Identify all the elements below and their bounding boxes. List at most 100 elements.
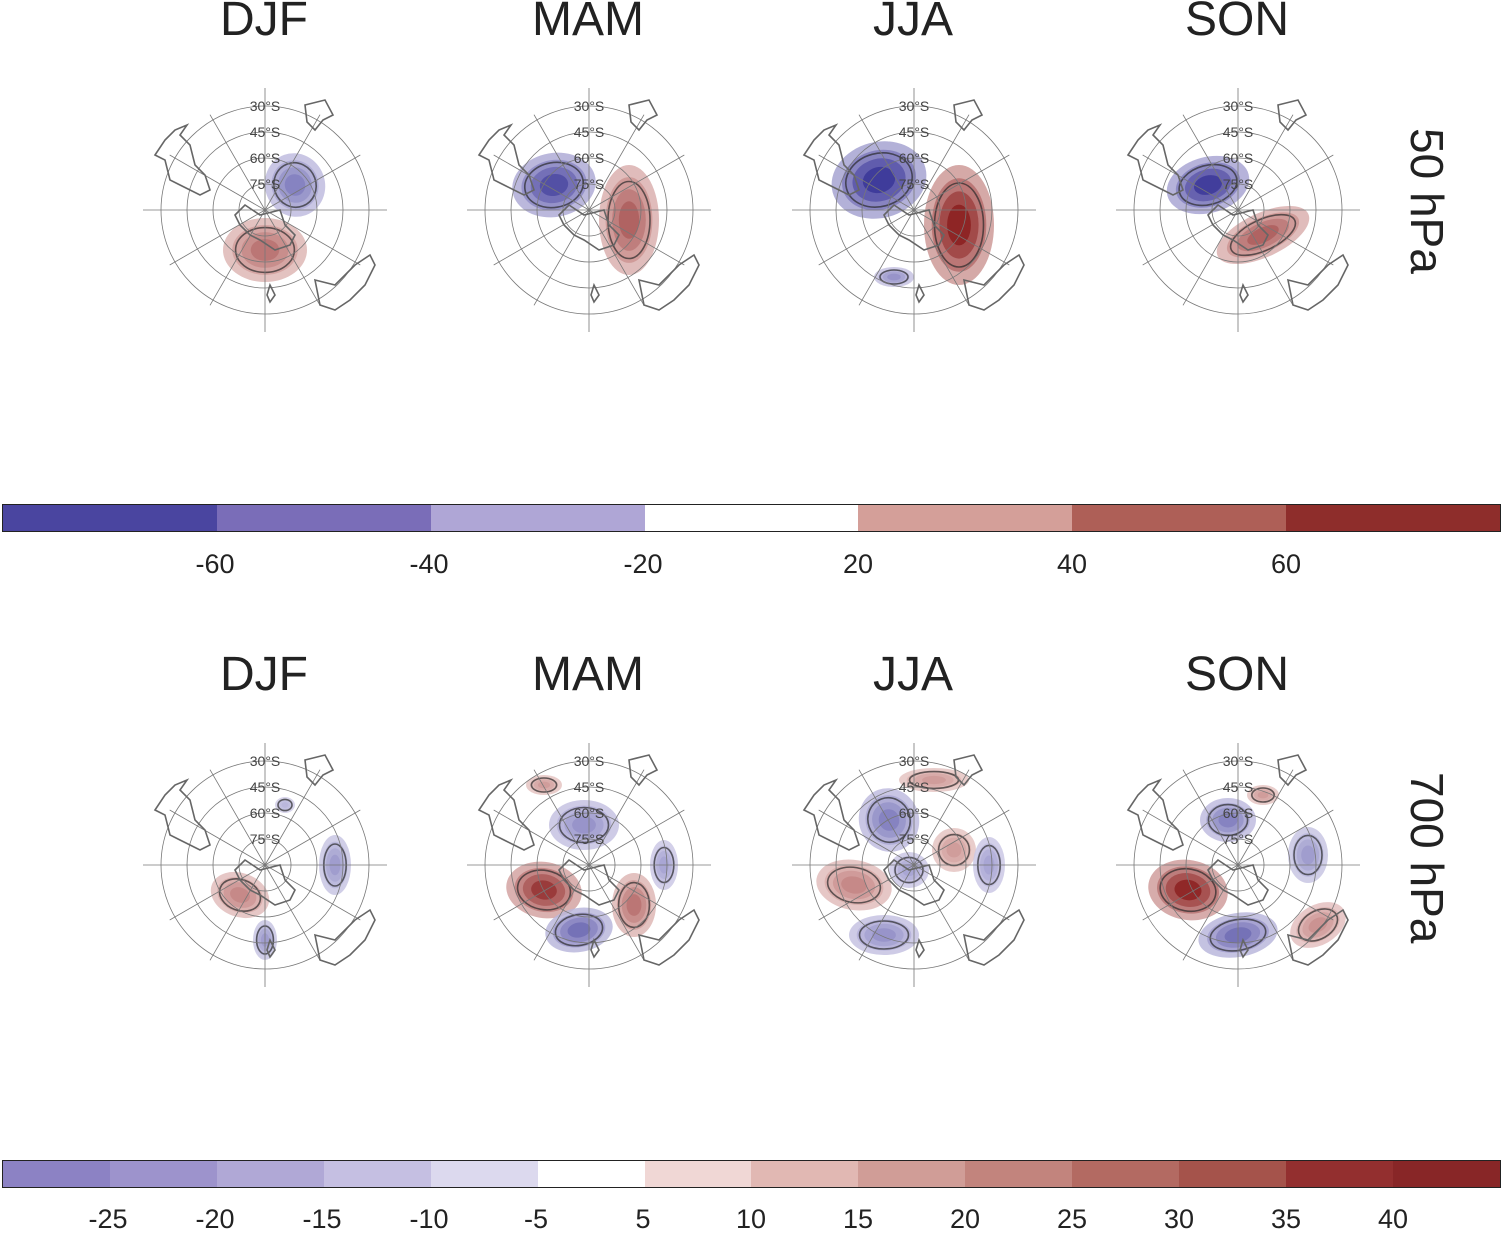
latitude-label: 45°S	[250, 779, 281, 795]
graticule	[792, 88, 1036, 332]
coastline	[637, 253, 700, 311]
meridian-line	[493, 209, 590, 266]
meridian-line	[264, 209, 361, 266]
colorbar-tick-label: -60	[195, 549, 235, 579]
latitude-label: 30°S	[250, 753, 281, 769]
coastline	[628, 754, 659, 787]
coastline	[1239, 937, 1249, 959]
meridian-line	[588, 209, 685, 266]
coastline	[802, 123, 860, 196]
meridian-line	[533, 769, 590, 866]
map-djf-700hpa: 30°S 45°S 60°S 75°S	[140, 740, 390, 990]
contour-line	[858, 920, 910, 950]
meridian-line	[1142, 864, 1239, 921]
colorbar-tick-label: 25	[1056, 1204, 1088, 1234]
meridian-line	[913, 809, 1010, 866]
latitude-label: 75°S	[574, 831, 605, 847]
latitude-label: 60°S	[899, 150, 930, 166]
colorbar-segment	[858, 1161, 966, 1187]
coastline	[962, 253, 1025, 311]
contour-line	[1251, 787, 1275, 803]
meridian-line	[264, 864, 321, 961]
coastlines	[153, 99, 376, 311]
coastlines	[153, 754, 376, 966]
coastline	[1277, 99, 1308, 132]
meridian-line	[533, 114, 590, 211]
meridian-line	[818, 809, 915, 866]
meridian-line	[209, 114, 266, 211]
meridian-line	[209, 209, 266, 306]
latitude-label: 60°S	[899, 805, 930, 821]
coastline	[953, 99, 984, 132]
meridian-line	[264, 154, 361, 211]
meridian-line	[264, 209, 321, 306]
meridian-line	[1182, 864, 1239, 961]
coastline	[802, 778, 860, 851]
colorbar-tick-label: 20	[842, 549, 874, 579]
latitude-label: 60°S	[1223, 150, 1254, 166]
map-son-50hpa: 30°S 45°S 60°S 75°S	[1113, 85, 1363, 335]
title-mam-50hpa: MAM	[532, 0, 644, 46]
negative-anomaly-region	[872, 928, 896, 942]
colorbar-segment	[216, 1161, 324, 1187]
meridian-line	[169, 809, 266, 866]
anomaly-shading	[506, 775, 678, 953]
meridian-line	[1237, 154, 1334, 211]
meridian-line	[1237, 809, 1334, 866]
graticule	[143, 88, 387, 332]
meridian-line	[169, 864, 266, 921]
coastline	[915, 937, 925, 959]
colorbar-segment	[430, 1161, 538, 1187]
colorbar-tick-label: 15	[842, 1204, 874, 1234]
colorbar-50hpa	[2, 504, 1501, 532]
colorbar-segment	[858, 505, 1073, 531]
coastline	[558, 858, 620, 906]
coastline	[304, 99, 335, 132]
title-son-700hpa: SON	[1184, 648, 1289, 701]
map-jja-50hpa: 30°S 45°S 60°S 75°S	[789, 85, 1039, 335]
contour-line	[867, 796, 911, 844]
coastline	[1286, 253, 1349, 311]
coastline	[304, 754, 335, 787]
coastline	[234, 203, 296, 251]
negative-anomaly-region	[1193, 175, 1223, 195]
meridian-line	[913, 864, 970, 961]
coastline	[883, 858, 945, 906]
map-jja-700hpa: 30°S 45°S 60°S 75°S	[789, 740, 1039, 990]
coastline	[558, 203, 620, 251]
colorbar-tick-label: 20	[949, 1204, 981, 1234]
coastline	[1126, 123, 1184, 196]
meridian-line	[169, 209, 266, 266]
coastline	[637, 908, 700, 966]
contour-line	[218, 878, 262, 912]
colorbar-tick-label: -25	[88, 1204, 128, 1234]
latitude-label: 45°S	[250, 124, 281, 140]
latitude-label: 30°S	[574, 753, 605, 769]
contour-line	[826, 866, 882, 904]
latitude-label: 60°S	[1223, 805, 1254, 821]
contour-line	[617, 881, 651, 929]
coastline	[1126, 778, 1184, 851]
negative-anomaly-region	[887, 273, 901, 281]
colorbar-tick-label: 40	[1377, 1204, 1409, 1234]
latitude-label: 60°S	[574, 150, 605, 166]
meridian-line	[1182, 769, 1239, 866]
colorbar-tick-label: -10	[409, 1204, 449, 1234]
colorbar-segment	[644, 1161, 752, 1187]
meridian-line	[913, 114, 970, 211]
anomaly-shading	[816, 768, 1005, 955]
coastline	[153, 123, 211, 196]
anomaly-shading	[210, 797, 351, 960]
anomaly-shading	[512, 152, 659, 275]
positive-anomaly-region	[922, 775, 946, 785]
meridian-line	[533, 209, 590, 306]
anomaly-shading	[1148, 785, 1346, 958]
negative-anomaly-region	[281, 802, 289, 808]
latitude-label: 45°S	[899, 779, 930, 795]
meridian-line	[493, 809, 590, 866]
latitude-label: 30°S	[899, 98, 930, 114]
title-jja-50hpa: JJA	[872, 0, 953, 46]
colorbar-segment	[1072, 1161, 1180, 1187]
colorbar-tick-label: -15	[302, 1204, 342, 1234]
coastlines	[802, 99, 1025, 311]
